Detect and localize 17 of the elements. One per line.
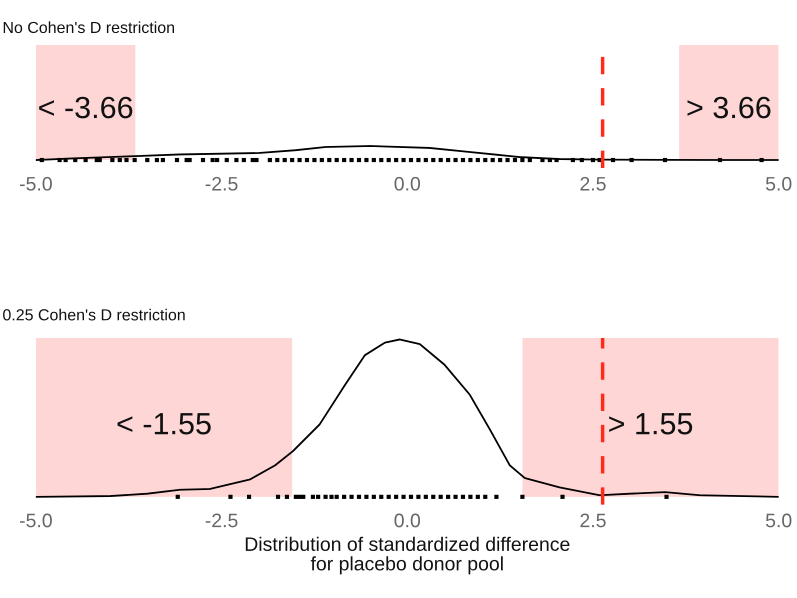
chart-title: 0.25 Cohen's D restriction	[3, 308, 185, 320]
x-tick-label: 0.0	[394, 176, 420, 191]
band-label: > 1.55	[609, 413, 692, 434]
x-tick-label: -5.0	[20, 176, 52, 191]
x-tick-label: 2.5	[580, 514, 606, 528]
x-tick-label: -2.5	[206, 176, 238, 191]
x-axis-title: Distribution of standardized difference for placebo donor pool	[246, 536, 570, 574]
x-tick-label: 2.5	[580, 176, 606, 191]
band-label: < -3.66	[39, 96, 132, 118]
x-tick-label: 5.0	[766, 176, 792, 191]
band-label: < -1.55	[118, 413, 211, 434]
x-tick-label: 0.0	[394, 514, 420, 528]
band-label: > 3.66	[688, 96, 770, 118]
x-tick-label: -5.0	[20, 514, 52, 528]
chart-title: No Cohen's D restriction	[4, 21, 174, 34]
x-tick-label: -2.5	[206, 514, 238, 528]
x-tick-label: 5.0	[766, 514, 792, 528]
